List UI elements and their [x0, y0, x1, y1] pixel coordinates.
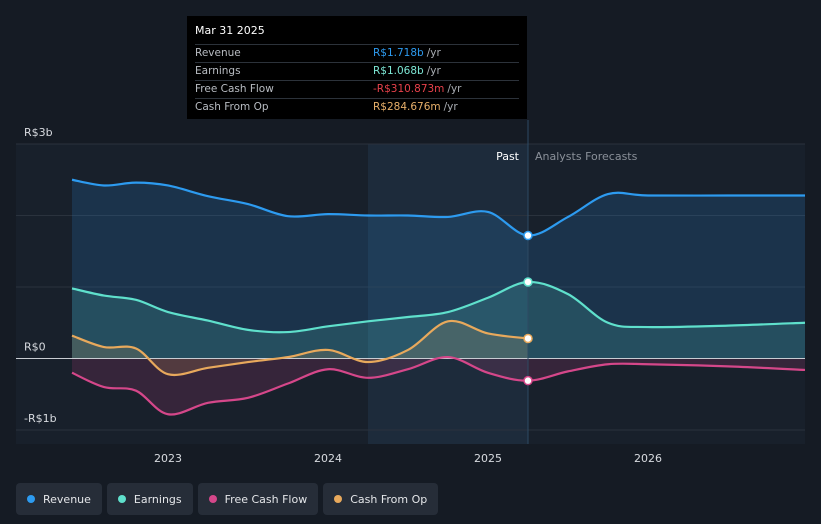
tooltip-label: Free Cash Flow	[195, 83, 274, 95]
tooltip-unit: /yr	[447, 83, 462, 95]
series-lines	[71, 178, 806, 416]
legend-label: Cash From Op	[350, 492, 428, 506]
tooltip-label: Revenue	[195, 47, 241, 59]
earnings-marker	[523, 277, 533, 287]
x-tick-label: 2024	[314, 452, 342, 465]
y-tick-label: R$3b	[24, 126, 53, 139]
legend-item-earnings[interactable]: Earnings	[106, 483, 193, 515]
tooltip-row-cash-from-op: Cash From Op R$284.676m /yr	[195, 98, 519, 116]
tooltip-unit: /yr	[443, 101, 458, 113]
earnings-line	[71, 280, 806, 334]
tooltip-row-revenue: Revenue R$1.718b /yr	[195, 44, 519, 62]
x-tick-label: 2025	[474, 452, 502, 465]
revenue-area	[72, 179, 805, 359]
legend-dot-icon	[208, 495, 217, 503]
y-tick-label: -R$1b	[24, 412, 57, 425]
cash-from-op-marker	[523, 333, 533, 344]
past-label: Past	[496, 150, 520, 163]
tooltip-label: Earnings	[195, 65, 241, 77]
legend-item-revenue[interactable]: Revenue	[16, 483, 102, 515]
series-areas	[72, 179, 805, 415]
legend-label: Earnings	[133, 492, 182, 506]
free-cash-flow-line	[71, 355, 806, 416]
tooltip-unit: /yr	[426, 47, 441, 59]
tooltip-row-earnings: Earnings R$1.068b /yr	[195, 62, 519, 80]
legend-label: Free Cash Flow	[224, 492, 308, 506]
chart-legend: Revenue Earnings Free Cash Flow Cash Fro…	[16, 483, 439, 515]
legend-label: Revenue	[43, 492, 91, 506]
tooltip-value: R$284.676m	[373, 101, 441, 113]
tooltip-value: R$1.068b	[373, 65, 424, 77]
cash-from-op-area	[72, 320, 528, 376]
tooltip-unit: /yr	[426, 65, 441, 77]
legend-item-free-cash-flow[interactable]: Free Cash Flow	[197, 483, 319, 515]
legend-dot-icon	[334, 495, 343, 503]
tooltip-value: -R$310.873m	[373, 83, 445, 95]
tooltip-label: Cash From Op	[195, 101, 269, 113]
free-cash-flow-area	[72, 357, 805, 415]
financials-chart: R$3b R$0 -R$1b 2023 2024 2025 2026 Past Analy…	[16, 120, 806, 465]
x-tick-label: 2026	[634, 452, 662, 465]
legend-item-cash-from-op[interactable]: Cash From Op	[323, 483, 439, 515]
forecast-label: Analysts Forecasts	[535, 150, 638, 163]
y-axis-labels: R$3b R$0 -R$1b	[24, 126, 57, 425]
x-axis-labels: 2023 2024 2025 2026	[154, 452, 662, 465]
revenue-marker	[523, 230, 533, 241]
data-tooltip: Mar 31 2025 Revenue R$1.718b /yr Earning…	[187, 16, 527, 119]
tooltip-date: Mar 31 2025	[195, 24, 265, 37]
tooltip-row-free-cash-flow: Free Cash Flow -R$310.873m /yr	[195, 80, 519, 98]
legend-dot-icon	[117, 495, 126, 503]
series-markers	[523, 230, 533, 386]
revenue-line	[71, 178, 805, 237]
earnings-area	[72, 281, 805, 359]
cash-from-op-line	[71, 319, 529, 377]
free-cash-flow-marker	[523, 375, 533, 386]
x-tick-label: 2023	[154, 452, 182, 465]
gridlines	[16, 143, 805, 431]
tooltip-value: R$1.718b	[373, 47, 424, 59]
legend-dot-icon	[27, 495, 35, 503]
past-period-highlight	[368, 144, 528, 444]
y-tick-label: R$0	[24, 341, 46, 354]
